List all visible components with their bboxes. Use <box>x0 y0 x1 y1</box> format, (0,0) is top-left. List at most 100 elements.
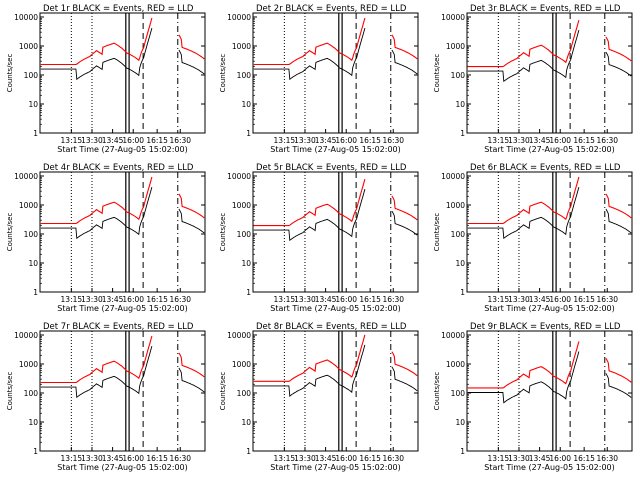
x-tick-label: 16:30 <box>382 136 404 145</box>
plot-frame <box>252 12 419 134</box>
x-tick-label: 13:15 <box>61 454 83 463</box>
x-tick-label: 16:00 <box>335 454 357 463</box>
plot-frame <box>466 330 633 452</box>
panel-title: Det 4r BLACK = Events, RED = LLD <box>43 163 194 173</box>
events-series-line <box>467 186 632 240</box>
x-tick-label: 16:00 <box>335 136 357 145</box>
y-tick-label: 1000 <box>19 201 38 210</box>
events-series-line <box>253 27 418 81</box>
y-tick-label: 1000 <box>19 42 38 51</box>
panel-title: Det 5r BLACK = Events, RED = LLD <box>256 163 407 173</box>
y-tick-label: 1000 <box>446 201 465 210</box>
y-tick-label: 1 <box>460 288 465 297</box>
y-axis-label: Counts/sec <box>433 213 441 252</box>
y-tick-label: 10000 <box>441 172 465 181</box>
panel-title: Det 7r BLACK = Events, RED = LLD <box>43 322 194 332</box>
x-axis-label: Start Time (27-Aug-05 15:02:00) <box>57 145 188 154</box>
x-tick-label: 16:00 <box>549 295 571 304</box>
panel-title: Det 9r BLACK = Events, RED = LLD <box>470 322 621 332</box>
x-tick-label: 16:00 <box>549 136 571 145</box>
detector-panel-1: Det 1r BLACK = Events, RED = LLD 1 10 100 10… <box>6 4 206 154</box>
lld-series-line <box>467 19 632 68</box>
x-tick-label: 13:45 <box>529 295 551 304</box>
x-tick-label: 13:15 <box>274 454 296 463</box>
x-tick-label: 13:45 <box>102 454 124 463</box>
y-tick-label: 10 <box>455 259 465 268</box>
x-tick-label: 13:45 <box>529 136 551 145</box>
y-tick-label: 10 <box>241 418 251 427</box>
x-tick-label: 13:15 <box>488 136 510 145</box>
panel-title: Det 8r BLACK = Events, RED = LLD <box>256 322 407 332</box>
x-tick-label: 16:30 <box>596 295 618 304</box>
x-tick-label: 16:00 <box>335 295 357 304</box>
x-tick-label: 13:15 <box>61 295 83 304</box>
x-tick-label: 13:15 <box>61 136 83 145</box>
events-series-line <box>253 344 418 397</box>
y-axis-label: Counts/sec <box>433 372 441 411</box>
x-tick-label: 13:30 <box>508 136 530 145</box>
x-axis-label: Start Time (27-Aug-05 15:02:00) <box>270 145 401 154</box>
x-tick-label: 16:15 <box>359 295 381 304</box>
x-axis-label: Start Time (27-Aug-05 15:02:00) <box>270 304 401 313</box>
lld-series-line <box>467 176 632 225</box>
y-tick-label: 10000 <box>14 172 38 181</box>
plot-frame <box>252 171 419 293</box>
y-tick-label: 10000 <box>227 13 251 22</box>
x-tick-label: 16:15 <box>573 454 595 463</box>
y-tick-label: 100 <box>451 71 466 80</box>
y-tick-label: 1 <box>33 447 38 456</box>
y-tick-label: 10000 <box>227 172 251 181</box>
x-tick-label: 16:15 <box>146 136 168 145</box>
y-tick-label: 1000 <box>19 360 38 369</box>
y-tick-label: 10 <box>241 100 251 109</box>
lld-series-line <box>40 176 205 225</box>
x-axis-label: Start Time (27-Aug-05 15:02:00) <box>484 304 615 313</box>
x-tick-label: 16:15 <box>573 295 595 304</box>
panel-title: Det 1r BLACK = Events, RED = LLD <box>43 4 194 14</box>
y-axis-label: Counts/sec <box>6 372 14 411</box>
y-tick-label: 100 <box>24 230 39 239</box>
x-tick-label: 16:30 <box>382 454 404 463</box>
y-axis-label: Counts/sec <box>433 54 441 93</box>
x-axis-label: Start Time (27-Aug-05 15:02:00) <box>270 463 401 472</box>
x-tick-label: 16:30 <box>596 454 618 463</box>
x-tick-label: 16:15 <box>359 454 381 463</box>
y-tick-label: 1 <box>33 129 38 138</box>
x-tick-label: 13:45 <box>315 136 337 145</box>
x-tick-label: 13:30 <box>294 295 316 304</box>
x-tick-label: 13:45 <box>529 454 551 463</box>
y-tick-label: 1 <box>246 447 251 456</box>
x-tick-label: 16:30 <box>169 136 191 145</box>
plot-frame <box>252 330 419 452</box>
y-tick-label: 10 <box>241 259 251 268</box>
x-tick-label: 13:30 <box>294 454 316 463</box>
panel-title: Det 6r BLACK = Events, RED = LLD <box>470 163 621 173</box>
y-tick-label: 10 <box>455 100 465 109</box>
y-axis-label: Counts/sec <box>219 54 227 93</box>
x-axis-label: Start Time (27-Aug-05 15:02:00) <box>484 463 615 472</box>
y-tick-label: 10000 <box>227 331 251 340</box>
x-axis-label: Start Time (27-Aug-05 15:02:00) <box>57 463 188 472</box>
y-tick-label: 10000 <box>14 331 38 340</box>
y-axis-label: Counts/sec <box>219 372 227 411</box>
x-tick-label: 13:30 <box>508 295 530 304</box>
events-series-line <box>253 188 418 242</box>
x-tick-label: 16:00 <box>549 454 571 463</box>
lld-series-line <box>253 178 418 227</box>
y-tick-label: 10000 <box>441 13 465 22</box>
x-tick-label: 13:45 <box>102 136 124 145</box>
y-tick-label: 100 <box>237 389 252 398</box>
panel-title: Det 3r BLACK = Events, RED = LLD <box>470 4 621 14</box>
y-tick-label: 10 <box>28 418 38 427</box>
x-tick-label: 13:45 <box>315 295 337 304</box>
y-tick-label: 100 <box>24 389 39 398</box>
y-tick-label: 1 <box>460 129 465 138</box>
events-series-line <box>40 345 205 399</box>
x-tick-label: 13:30 <box>81 295 103 304</box>
y-tick-label: 10 <box>455 418 465 427</box>
events-series-line <box>467 351 632 404</box>
y-tick-label: 100 <box>237 71 252 80</box>
x-tick-label: 13:15 <box>274 136 296 145</box>
x-tick-label: 16:00 <box>122 454 144 463</box>
